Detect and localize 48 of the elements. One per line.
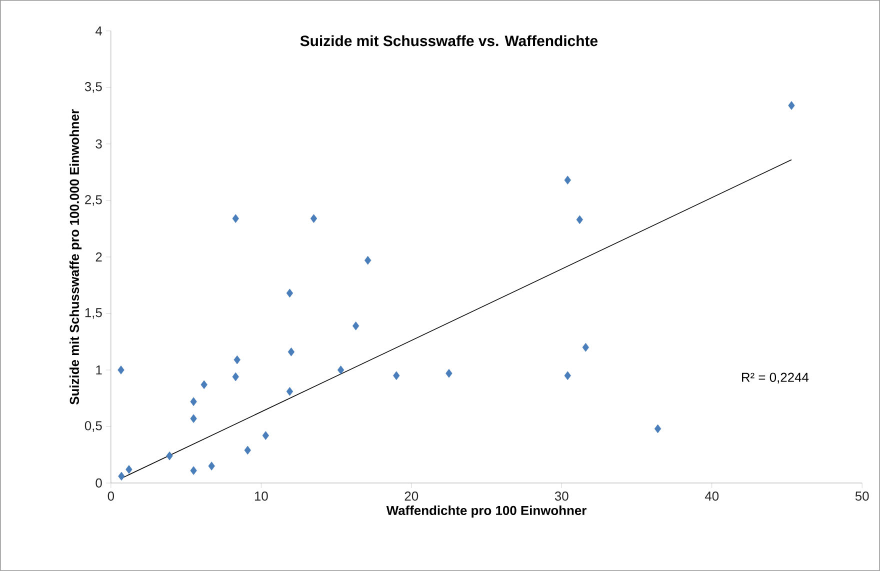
point [232, 214, 239, 223]
y-tick-label: 1 [96, 366, 102, 374]
y-tick-label: 2,5 [85, 195, 102, 206]
y-tick-label: 0,5 [84, 421, 102, 432]
x-tick-label: 10 [254, 492, 268, 501]
point [286, 288, 294, 298]
point [788, 101, 795, 110]
point [564, 371, 571, 380]
point [118, 472, 125, 481]
point [352, 322, 360, 330]
point [286, 387, 294, 396]
point [262, 431, 270, 440]
x-tick-label: 0 [108, 492, 114, 501]
point [190, 397, 197, 406]
y-tick-label: 3 [96, 139, 102, 149]
y-tick-label: 4 [96, 26, 102, 36]
point [337, 366, 344, 374]
y-tick-label: 1,5 [85, 308, 102, 319]
point [310, 214, 318, 223]
point [190, 414, 197, 424]
x-tick-label: 30 [554, 492, 568, 501]
point [200, 380, 208, 390]
chart-title: Suizide mit Schusswaffe vs. Waffendichte [300, 35, 598, 46]
point [364, 256, 372, 265]
point [576, 215, 584, 224]
point [126, 465, 132, 474]
x-tick-label: 20 [404, 492, 418, 501]
point [244, 446, 251, 455]
point [446, 369, 452, 378]
y-tick-label: 2 [96, 252, 102, 262]
point [166, 452, 173, 460]
annotation: R² = 0,2244 [742, 372, 809, 384]
point [190, 466, 197, 475]
point [582, 343, 590, 352]
y-axis-title: Suizide mit Schusswaffe pro 100.000 Einwohner [69, 109, 82, 405]
point [288, 348, 295, 356]
point [654, 424, 662, 434]
x-tick-label: 40 [704, 492, 719, 501]
point [234, 355, 240, 364]
point [564, 176, 571, 185]
y-tick-label: 3,5 [84, 82, 102, 93]
point [118, 366, 124, 374]
x-axis-title: Waffendichte pro 100 Einwohner [386, 506, 586, 518]
point [208, 462, 215, 470]
x-tick-label: 50 [855, 492, 869, 501]
point [232, 372, 239, 382]
y-tick-label: 0 [96, 478, 102, 488]
point [393, 371, 400, 380]
